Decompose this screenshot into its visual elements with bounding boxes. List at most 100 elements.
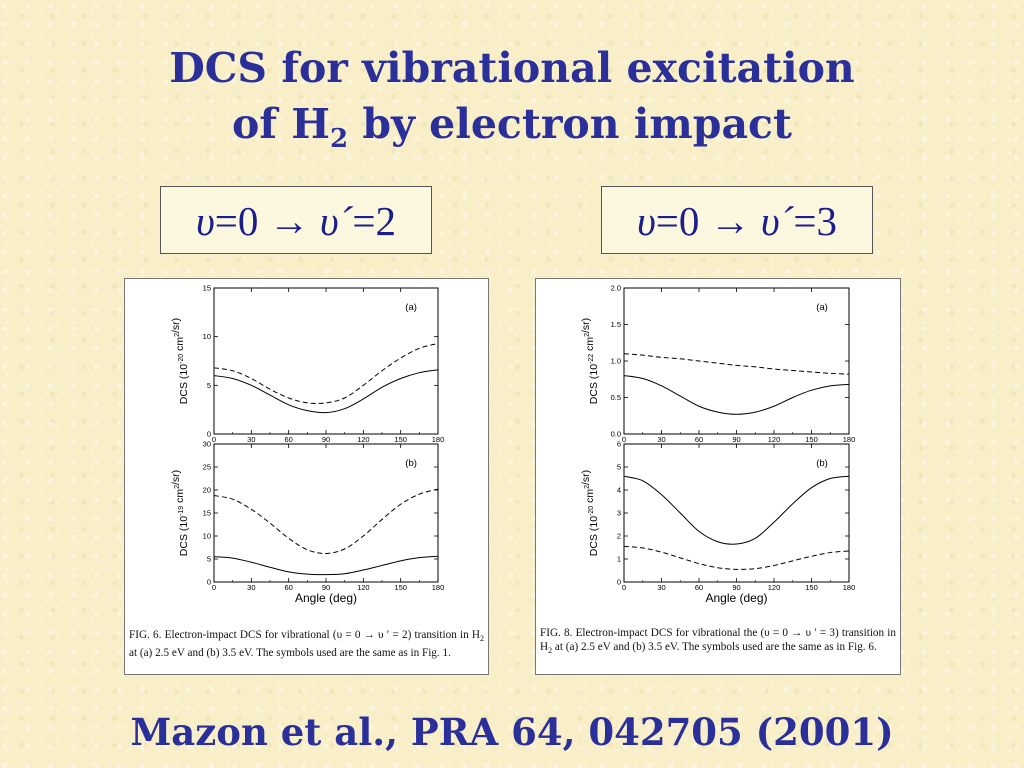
transition-label-left: υ=0 → υ´=2 — [160, 186, 432, 254]
y-tick-label: 20 — [203, 486, 211, 495]
solid-series-line — [213, 369, 439, 414]
eq-part-1: =0 → — [214, 198, 320, 244]
caption-post: at (a) 2.5 eV and (b) 3.5 eV. The symbol… — [552, 641, 877, 653]
x-tick-label: 90 — [322, 583, 330, 592]
title-line-2-post: by electron impact — [348, 100, 792, 148]
panel-label: (b) — [816, 458, 828, 469]
v-symbol: υ — [195, 198, 215, 244]
caption-sub: 2 — [548, 646, 553, 656]
chart-0: 0 30 60 90 120 150 180 0 5 10 15 DCS (10-20 cm2/sr)… — [170, 284, 444, 445]
chart-2: 0 30 60 90 120 150 180 0.0 0.5 1.0 1.5 2.0 DCS (10-2… — [580, 284, 855, 445]
v-prime-symbol: υ´ — [319, 198, 353, 244]
figure-6-caption: FIG. 6. Electron-impact DCS for vibratio… — [129, 628, 484, 660]
y-tick-label: 5 — [617, 463, 621, 472]
caption-post: at (a) 2.5 eV and (b) 3.5 eV. The symbol… — [129, 647, 451, 660]
panel-label: (a) — [405, 302, 417, 313]
eq-part-2: =3 — [793, 198, 838, 244]
title-line-2: of H2 by electron impact — [0, 96, 1024, 167]
y-tick-label: 25 — [203, 463, 211, 472]
x-tick-label: 0 — [622, 435, 626, 444]
dashed-series-line — [213, 488, 439, 554]
y-tick-label: 5 — [207, 381, 211, 390]
y-tick-label: 1.5 — [611, 320, 621, 329]
y-tick-label: 1 — [617, 555, 621, 564]
x-tick-label: 150 — [805, 435, 818, 444]
y-tick-label: 5 — [207, 555, 211, 564]
x-tick-label: 120 — [768, 583, 781, 592]
x-tick-label: 180 — [843, 583, 856, 592]
y-tick-label: 2 — [617, 532, 621, 541]
v-prime-symbol: υ´ — [760, 198, 794, 244]
x-tick-label: 90 — [732, 583, 740, 592]
y-tick-label: 0.0 — [611, 430, 621, 439]
x-tick-label: 180 — [432, 435, 445, 444]
x-tick-label: 30 — [657, 435, 665, 444]
x-axis-label: Angle (deg) — [295, 591, 357, 605]
eq-part-2: =2 — [352, 198, 397, 244]
y-tick-label: 4 — [617, 486, 621, 495]
x-tick-label: 0 — [212, 583, 216, 592]
panel-label: (a) — [816, 302, 828, 313]
title-line-2-pre: of H — [232, 100, 331, 148]
x-tick-label: 0 — [622, 583, 626, 592]
x-tick-label: 120 — [357, 435, 370, 444]
y-axis-label: DCS (10-20 cm2/sr) — [580, 470, 600, 556]
x-tick-label: 60 — [284, 583, 292, 592]
dashed-series-line — [623, 353, 850, 375]
x-tick-label: 150 — [394, 583, 407, 592]
chart-1: 0 30 60 90 120 150 180 0 5 10 15 20 25 30 DCS (10-19 c… — [170, 440, 444, 606]
panel-label: (b) — [405, 458, 417, 469]
x-tick-label: 30 — [247, 583, 255, 592]
x-tick-label: 30 — [657, 583, 665, 592]
y-tick-label: 15 — [203, 284, 211, 293]
x-tick-label: 150 — [394, 435, 407, 444]
figure-panel-left: 0 30 60 90 120 150 180 0 5 10 15 DCS (10-20 cm2/sr)… — [124, 278, 489, 675]
y-tick-label: 1.0 — [611, 357, 621, 366]
solid-series-line — [623, 475, 850, 545]
y-axis-label: DCS (10-20 cm2/sr) — [170, 318, 190, 404]
chart-3: 0 30 60 90 120 150 180 0 1 2 3 4 5 6 DCS (10-20 cm2/sr… — [580, 440, 855, 606]
x-tick-label: 60 — [695, 435, 703, 444]
dashed-series-line — [213, 342, 439, 404]
y-tick-label: 2.0 — [611, 284, 621, 293]
solid-series-line — [623, 375, 850, 415]
citation: Mazon et al., PRA 64, 042705 (2001) — [130, 710, 894, 754]
y-tick-label: 15 — [203, 509, 211, 518]
y-tick-label: 0 — [207, 430, 211, 439]
x-tick-label: 180 — [432, 583, 445, 592]
x-tick-label: 150 — [805, 583, 818, 592]
y-axis-label: DCS (10-19 cm2/sr) — [170, 470, 190, 556]
solid-series-line — [213, 555, 439, 576]
v-symbol: υ — [636, 198, 656, 244]
y-tick-label: 0.5 — [611, 393, 621, 402]
y-tick-label: 3 — [617, 509, 621, 518]
x-axis-label: Angle (deg) — [705, 591, 767, 605]
y-tick-label: 10 — [203, 532, 211, 541]
slide-title: DCS for vibrational excitation of H2 by … — [0, 40, 1024, 167]
x-tick-label: 180 — [843, 435, 856, 444]
y-tick-label: 0 — [207, 578, 211, 587]
eq-part-1: =0 → — [655, 198, 761, 244]
caption-pre: FIG. 6. Electron-impact DCS for vibratio… — [129, 629, 480, 641]
x-tick-label: 30 — [247, 435, 255, 444]
y-tick-label: 10 — [203, 332, 211, 341]
title-line-2-sub: 2 — [330, 124, 349, 155]
x-tick-label: 0 — [212, 435, 216, 444]
x-tick-label: 60 — [695, 583, 703, 592]
figure-panel-right: 0 30 60 90 120 150 180 0.0 0.5 1.0 1.5 2.0 DCS (10-2… — [535, 278, 901, 675]
x-tick-label: 120 — [768, 435, 781, 444]
x-tick-label: 120 — [357, 583, 370, 592]
y-tick-label: 6 — [617, 440, 621, 449]
caption-pre: FIG. 8. Electron-impact DCS for vibratio… — [540, 627, 896, 653]
figure-8-caption: FIG. 8. Electron-impact DCS for vibratio… — [540, 626, 896, 658]
y-tick-label: 0 — [617, 578, 621, 587]
x-tick-label: 90 — [732, 435, 740, 444]
x-tick-label: 60 — [284, 435, 292, 444]
transition-label-right: υ=0 → υ´=3 — [601, 186, 873, 254]
y-axis-label: DCS (10-22 cm2/sr) — [580, 318, 600, 404]
caption-sub: 2 — [480, 634, 484, 644]
y-tick-label: 30 — [203, 440, 211, 449]
x-tick-label: 90 — [322, 435, 330, 444]
